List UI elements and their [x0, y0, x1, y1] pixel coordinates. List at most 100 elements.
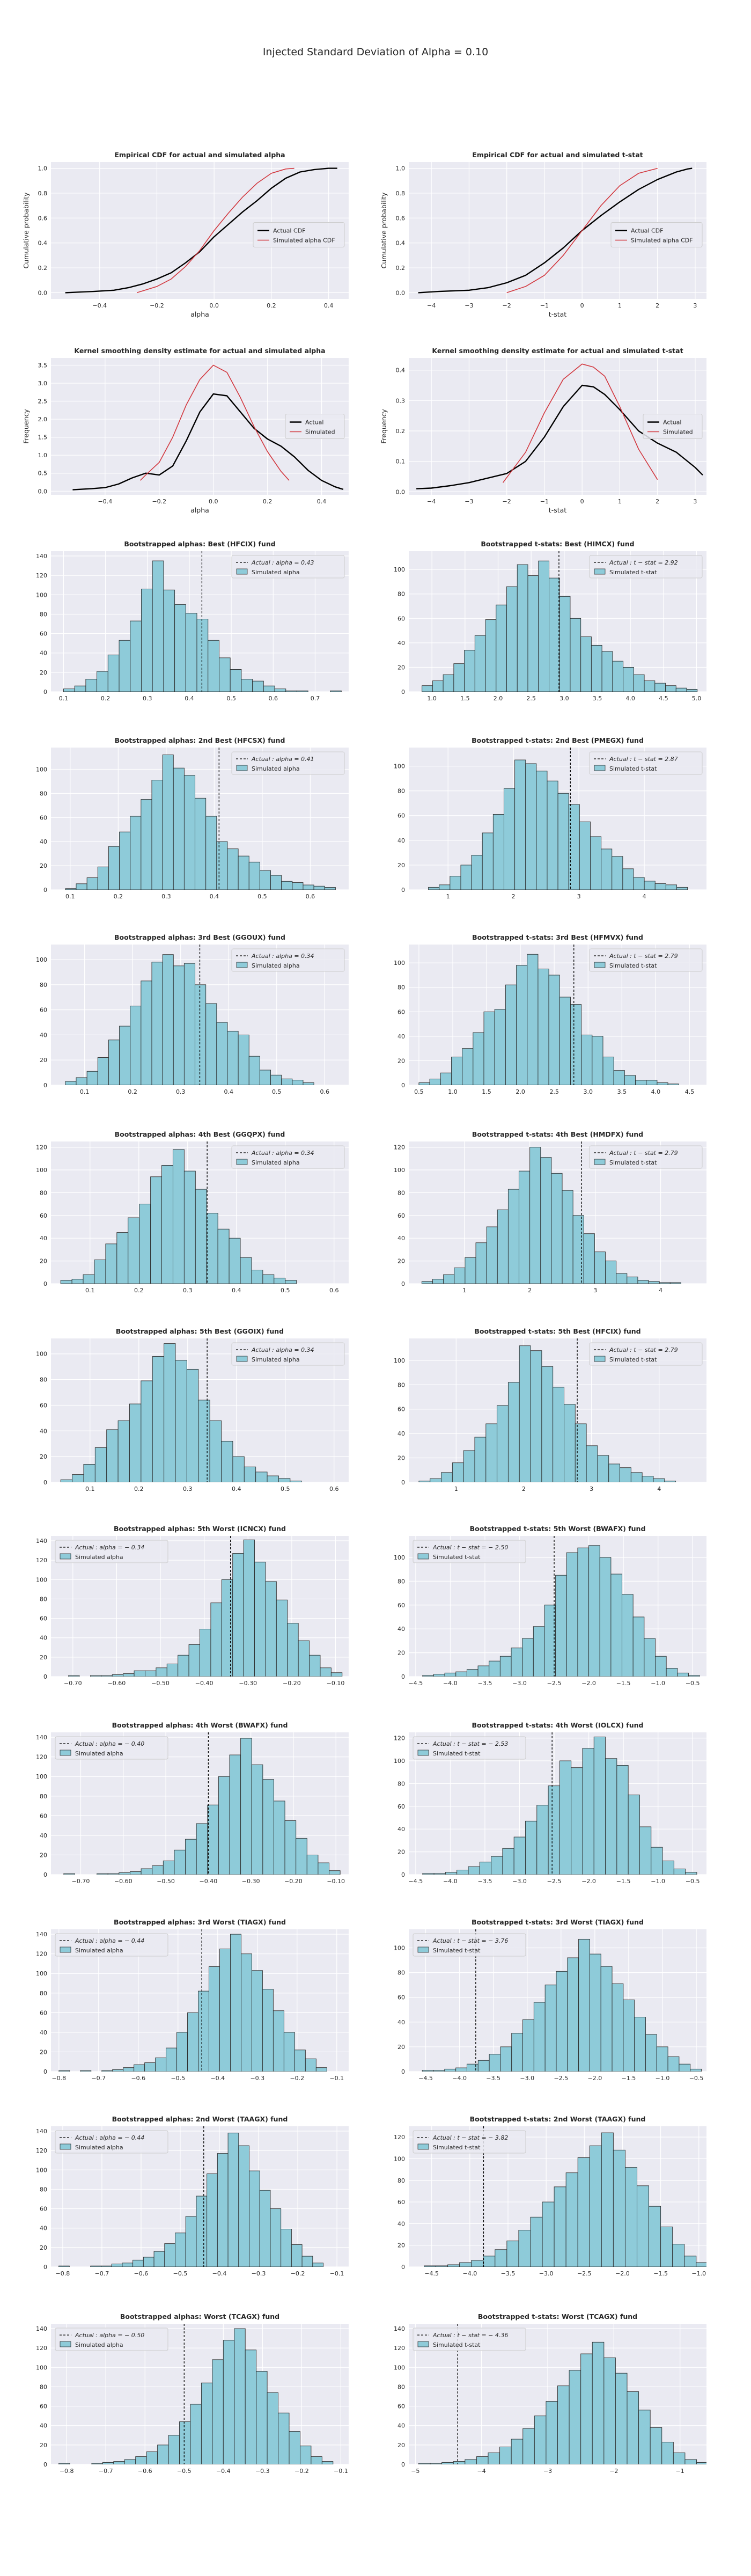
y-tick-label: 0 [401, 1479, 405, 1486]
histogram-bar [106, 1429, 119, 1482]
histogram-bar [209, 1420, 222, 1482]
histogram-bar [218, 1776, 230, 1875]
histogram-bar [688, 1675, 700, 1677]
histogram-bar [421, 1281, 433, 1284]
histogram-bar [173, 965, 185, 1085]
histogram-bar [91, 2463, 103, 2464]
histogram-bar [455, 1671, 467, 1677]
histogram-bar [301, 2256, 313, 2267]
legend-label-actual: Actual : alpha = − 0.34 [75, 1544, 144, 1551]
histogram-bar [463, 1450, 475, 1482]
histogram-bar [221, 1440, 233, 1482]
x-tick-label: −0.6 [134, 2270, 149, 2277]
histogram-bar [542, 2201, 555, 2267]
x-tick-label: −3.0 [539, 2270, 554, 2277]
x-tick-label: −4.5 [418, 2075, 433, 2082]
subplot-title: Bootstrapped alphas: 5th Best (GGOIX) fu… [116, 1327, 284, 1335]
x-tick-label: −2.5 [577, 2270, 592, 2277]
y-tick-label: 2.5 [38, 398, 48, 405]
histogram-bar [651, 1847, 663, 1875]
histogram-bar [581, 1035, 593, 1085]
x-tick-label: −3.5 [478, 1680, 492, 1687]
subplot-6: 1.0 1.5 2.0 2.5 3.0 3.5 4.0 4.5 5.0 0 20 40 60 80 100 B… [394, 540, 706, 702]
subplot-3: −0.4 −0.2 0.0 0.2 0.4 0.0 0.5 1.0 1.5 2.0 2.5 3.0 3.… [22, 347, 349, 514]
histogram-bar [549, 577, 560, 692]
histogram-bar [185, 613, 197, 692]
x-tick-label: 4 [659, 1287, 662, 1294]
histogram-bar [548, 1785, 560, 1875]
legend-label: Actual CDF [273, 228, 305, 235]
histogram-bar [525, 763, 537, 890]
histogram-bar [450, 876, 461, 890]
histogram-bar [575, 1423, 587, 1482]
histogram-bar [642, 1476, 654, 1482]
y-tick-label: 140 [36, 1538, 47, 1545]
histogram-bar [141, 589, 153, 692]
y-tick-label: 20 [40, 669, 47, 676]
subplot-9: 0.1 0.2 0.3 0.4 0.5 0.6 0 20 40 60 80 100 Bootstrapp… [36, 933, 349, 1095]
subplot-title: Bootstrapped alphas: 4th Best (GGQPX) fu… [115, 1130, 285, 1138]
subplot-title: Bootstrapped alphas: 3rd Best (GGOUX) fu… [114, 933, 285, 941]
histogram-bar [90, 2265, 101, 2267]
histogram-bar [175, 1360, 187, 1482]
histogram-bar [208, 640, 219, 692]
legend: Actual : alpha = − 0.34 Simulated alpha [55, 1540, 168, 1563]
histogram-bar [577, 2157, 590, 2267]
x-tick-label: −1.0 [691, 2270, 706, 2277]
y-tick-label: 80 [40, 790, 47, 797]
histogram-bar [479, 1862, 492, 1875]
histogram-bar [128, 1217, 140, 1284]
histogram-bar [262, 1779, 274, 1875]
histogram-bar [151, 780, 163, 890]
x-tick-label: 2 [512, 893, 516, 900]
legend-label-actual: Actual : alpha = 0.41 [251, 756, 314, 763]
histogram-bar [622, 868, 634, 890]
histogram-bar [577, 1547, 590, 1677]
legend: Actual : t − stat = 2.87 Simulated t-stat [589, 751, 703, 775]
histogram-bar [447, 2264, 460, 2267]
histogram-bar [244, 1466, 256, 1482]
x-tick-label: −0.6 [131, 2075, 145, 2082]
histogram-bar [443, 1274, 455, 1284]
histogram-bar [418, 1082, 430, 1085]
x-tick-label: −2.0 [581, 1878, 596, 1885]
histogram-bar [248, 861, 260, 890]
histogram-bar [690, 2068, 702, 2072]
histogram-bar [579, 821, 591, 890]
histogram-bar [196, 1823, 208, 1875]
histogram-bar [516, 965, 528, 1085]
legend-box [589, 948, 703, 972]
x-tick-label: 0 [580, 498, 584, 505]
histogram-bar [673, 1868, 686, 1875]
histogram-bar [527, 575, 539, 692]
y-tick-label: 80 [397, 2383, 405, 2390]
histogram-bar [205, 1003, 217, 1085]
y-tick-label: 60 [397, 615, 405, 622]
y-tick-label: 100 [36, 2364, 47, 2371]
x-axis-label: t-stat [549, 506, 566, 514]
legend-label-sim: Simulated t-stat [433, 1947, 481, 1954]
subplot-13: 0.1 0.2 0.3 0.4 0.5 0.6 0 20 40 60 80 100 Bootstrapp… [36, 1327, 349, 1492]
subplot-21: −0.8 −0.7 −0.6 −0.5 −0.4 −0.3 −0.2 −0.1 0 20 40 60 8… [36, 2115, 349, 2277]
legend-swatch-sim [236, 765, 248, 771]
legend: Actual : alpha = − 0.40 Simulated alpha [55, 1736, 168, 1760]
histogram-bar [660, 2226, 673, 2267]
legend-box [55, 1736, 168, 1760]
histogram-bar [602, 1057, 614, 1085]
legend-label-actual: Actual : alpha = − 0.44 [75, 1937, 144, 1944]
histogram-bar [179, 2421, 191, 2464]
histogram-bar [129, 1403, 142, 1482]
histogram-bar [533, 1626, 545, 1677]
x-tick-label: −0.2 [294, 2468, 309, 2475]
histogram-bar [134, 1670, 145, 1677]
histogram-bar [673, 2452, 686, 2464]
x-tick-label: 0.5 [272, 1088, 282, 1095]
histogram-bar [195, 1189, 207, 1284]
y-tick-label: 60 [40, 1402, 47, 1409]
y-tick-label: 0.6 [396, 215, 406, 222]
histogram-bar [186, 1368, 199, 1482]
x-tick-label: −3 [465, 302, 473, 309]
y-tick-label: 140 [36, 553, 47, 560]
histogram-bar [173, 767, 185, 890]
x-tick-label: 0.2 [263, 498, 273, 505]
